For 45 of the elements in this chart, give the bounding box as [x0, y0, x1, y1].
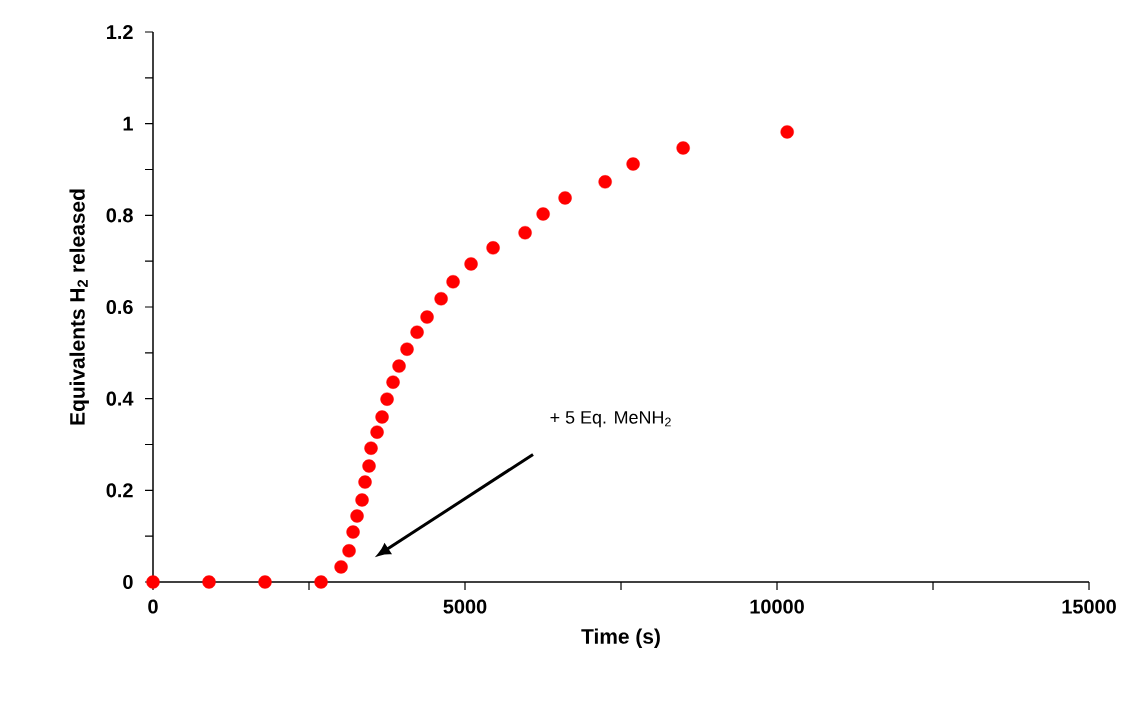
x-tick-label: 0: [148, 599, 158, 614]
y-tick-label: 0.6: [106, 299, 133, 315]
point: [446, 275, 460, 289]
point: [380, 392, 394, 406]
y-tick-label: 1.2: [107, 25, 133, 39]
point: [518, 226, 532, 240]
point: [362, 459, 376, 473]
point: [420, 310, 434, 324]
point: [410, 325, 424, 339]
point: [370, 425, 384, 439]
y-tick-label: 0.8: [106, 208, 133, 223]
point: [400, 342, 414, 356]
point: [392, 359, 406, 373]
point: [355, 493, 369, 507]
point: [598, 175, 612, 189]
y-tick-label: 0.2: [106, 483, 133, 498]
annotation: + 5 Eq. MeNH$_{2}$: [550, 411, 671, 428]
point: [464, 257, 478, 271]
x-tick-label: 10000: [750, 599, 804, 614]
point: [676, 141, 690, 155]
point: [202, 575, 216, 589]
x-tick-label: 15000: [1062, 599, 1116, 614]
point: [626, 157, 640, 171]
point: [350, 509, 364, 523]
point: [342, 544, 356, 558]
point: [434, 292, 448, 306]
point: [486, 241, 500, 255]
point: [558, 191, 572, 205]
point: [146, 575, 160, 589]
point: [258, 575, 272, 589]
point: [314, 575, 328, 589]
point: [375, 410, 389, 424]
x-axis-title: Time (s): [581, 628, 660, 648]
x-tick-label: 5000: [443, 599, 487, 614]
y-tick-label: 0.4: [106, 391, 134, 406]
y-axis-title: Equivalents H$_{2}$ released: [69, 189, 89, 425]
point: [780, 125, 794, 139]
point: [346, 525, 360, 539]
y-tick-label: 1: [123, 116, 133, 131]
point: [386, 375, 400, 389]
y-tick-label: 0: [123, 574, 133, 590]
point: [364, 441, 378, 455]
point: [358, 475, 372, 489]
point: [334, 560, 348, 574]
point: [536, 207, 550, 221]
